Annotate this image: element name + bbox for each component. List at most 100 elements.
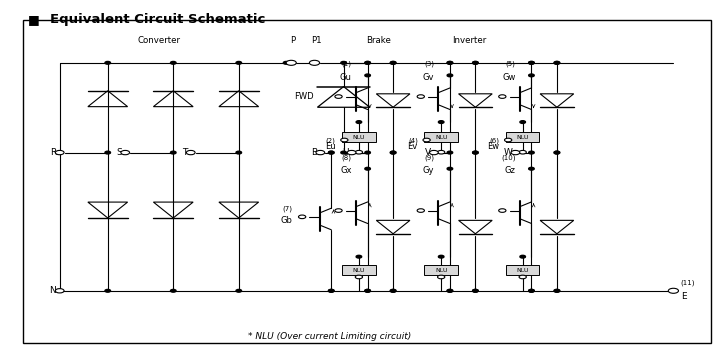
Circle shape xyxy=(554,61,560,64)
Circle shape xyxy=(365,61,371,64)
Circle shape xyxy=(438,121,444,123)
Text: NLU: NLU xyxy=(435,268,448,273)
Circle shape xyxy=(335,95,342,98)
Circle shape xyxy=(554,289,560,292)
Text: Ew: Ew xyxy=(487,142,499,151)
Text: (7): (7) xyxy=(282,206,292,212)
Circle shape xyxy=(186,150,195,155)
Text: (11): (11) xyxy=(681,280,695,286)
Circle shape xyxy=(438,275,445,279)
Circle shape xyxy=(170,61,176,64)
Text: S: S xyxy=(116,148,122,157)
Circle shape xyxy=(519,275,526,279)
Text: (3): (3) xyxy=(424,61,434,67)
Text: (10): (10) xyxy=(501,154,515,161)
Text: NLU: NLU xyxy=(352,135,365,140)
Circle shape xyxy=(417,95,424,98)
Circle shape xyxy=(316,150,325,155)
Circle shape xyxy=(283,61,289,64)
Text: NLU: NLU xyxy=(516,135,529,140)
Circle shape xyxy=(447,151,453,154)
Text: ■: ■ xyxy=(28,13,39,26)
Circle shape xyxy=(390,151,396,154)
FancyBboxPatch shape xyxy=(424,266,458,275)
Text: U: U xyxy=(342,148,349,157)
Circle shape xyxy=(365,289,371,292)
Circle shape xyxy=(341,61,347,64)
Circle shape xyxy=(472,151,478,154)
Text: V: V xyxy=(425,148,431,157)
Circle shape xyxy=(390,151,396,154)
Text: P1: P1 xyxy=(312,36,322,45)
Circle shape xyxy=(390,289,396,292)
Circle shape xyxy=(55,289,64,293)
Circle shape xyxy=(365,289,371,292)
Circle shape xyxy=(335,209,342,213)
Text: E: E xyxy=(681,292,687,300)
Circle shape xyxy=(55,150,64,155)
Circle shape xyxy=(309,60,320,65)
Circle shape xyxy=(447,289,453,292)
Circle shape xyxy=(554,151,560,154)
Circle shape xyxy=(341,138,348,142)
Text: N: N xyxy=(50,286,56,295)
FancyBboxPatch shape xyxy=(506,266,539,275)
Circle shape xyxy=(355,150,363,154)
Circle shape xyxy=(105,151,111,154)
Text: Equivalent Circuit Schematic: Equivalent Circuit Schematic xyxy=(50,13,265,26)
FancyBboxPatch shape xyxy=(342,132,376,142)
Text: (8): (8) xyxy=(341,154,352,161)
Circle shape xyxy=(668,288,678,293)
Circle shape xyxy=(505,138,512,142)
Circle shape xyxy=(365,151,371,154)
Circle shape xyxy=(447,61,453,64)
Circle shape xyxy=(529,151,534,154)
Circle shape xyxy=(298,215,306,219)
Text: Gx: Gx xyxy=(340,166,352,175)
Text: P: P xyxy=(290,36,296,45)
Circle shape xyxy=(520,255,526,258)
Circle shape xyxy=(286,60,296,65)
Circle shape xyxy=(447,289,453,292)
Circle shape xyxy=(499,209,506,213)
Circle shape xyxy=(356,121,362,123)
FancyBboxPatch shape xyxy=(506,132,539,142)
Circle shape xyxy=(554,151,560,154)
Circle shape xyxy=(529,74,534,77)
Circle shape xyxy=(105,61,111,64)
Text: Gy: Gy xyxy=(422,166,434,175)
Circle shape xyxy=(105,289,111,292)
FancyBboxPatch shape xyxy=(342,266,376,275)
Text: Brake: Brake xyxy=(366,36,391,45)
Circle shape xyxy=(529,61,534,64)
Circle shape xyxy=(341,151,347,154)
Circle shape xyxy=(438,150,445,154)
Text: Gu: Gu xyxy=(340,73,352,82)
Circle shape xyxy=(554,61,560,64)
Text: R: R xyxy=(50,148,57,157)
Circle shape xyxy=(365,74,371,77)
Circle shape xyxy=(447,61,453,64)
Text: (6): (6) xyxy=(489,138,499,144)
Circle shape xyxy=(499,95,506,98)
Circle shape xyxy=(390,61,396,64)
Circle shape xyxy=(472,151,478,154)
Circle shape xyxy=(328,151,334,154)
Circle shape xyxy=(390,61,396,64)
Circle shape xyxy=(529,167,534,170)
Text: (2): (2) xyxy=(325,138,336,144)
Text: Gw: Gw xyxy=(502,73,515,82)
Circle shape xyxy=(519,150,526,154)
Text: Inverter: Inverter xyxy=(452,36,487,45)
Text: W: W xyxy=(504,148,513,157)
FancyBboxPatch shape xyxy=(424,132,458,142)
Circle shape xyxy=(347,150,356,155)
Circle shape xyxy=(472,289,478,292)
Text: Converter: Converter xyxy=(137,36,181,45)
Circle shape xyxy=(355,275,363,279)
Text: (1): (1) xyxy=(341,61,352,67)
Text: Gv: Gv xyxy=(422,73,434,82)
Circle shape xyxy=(365,61,371,64)
Circle shape xyxy=(236,61,242,64)
Circle shape xyxy=(328,151,334,154)
